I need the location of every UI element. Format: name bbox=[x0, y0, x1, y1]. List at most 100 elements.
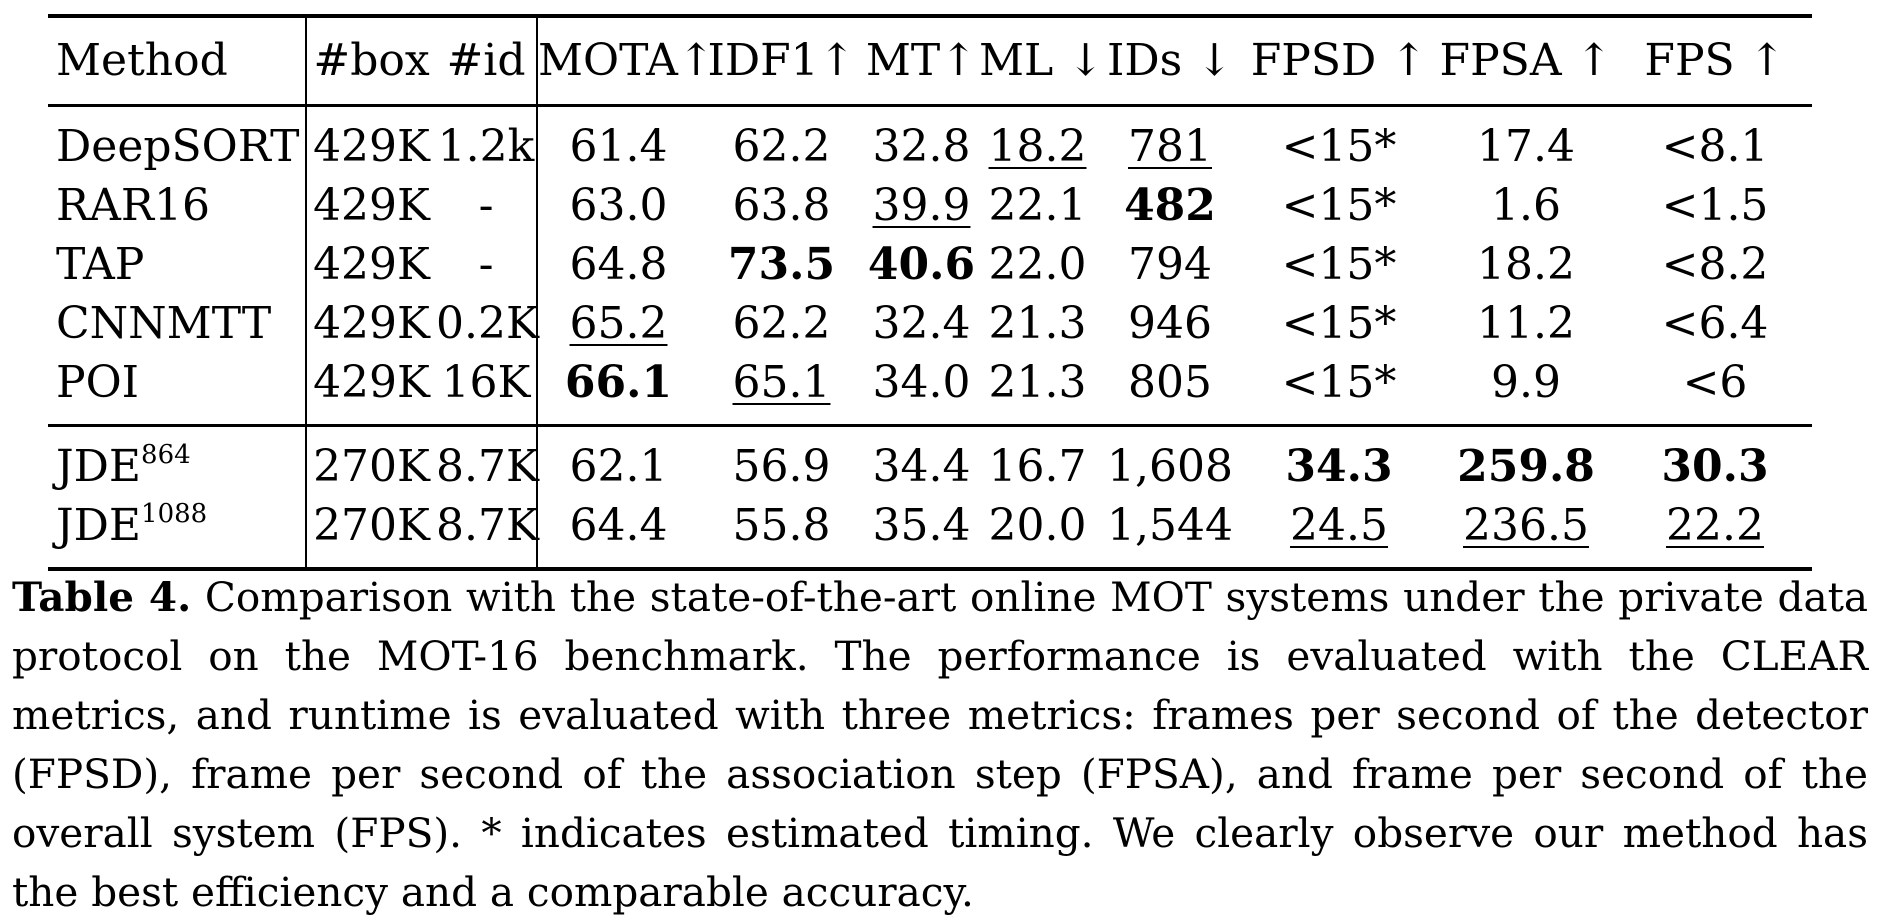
cell-value: 22.1 bbox=[988, 180, 1087, 231]
cell-id: - bbox=[436, 235, 538, 294]
cell-value: 16K bbox=[441, 357, 531, 408]
table-row: POI 429K 16K 66.1 65.1 34.0 21.3 805 <15* 9.9 <6 bbox=[48, 353, 1812, 424]
cell-fpsd: <15* bbox=[1244, 235, 1434, 294]
cell-value: 429K bbox=[313, 298, 430, 349]
cell-value: <8.2 bbox=[1661, 239, 1769, 290]
cell-fpsa: 9.9 bbox=[1434, 353, 1618, 424]
table-row: TAP 429K - 64.8 73.5 40.6 22.0 794 <15* 18.2 <8.2 bbox=[48, 235, 1812, 294]
cell-fpsd: <15* bbox=[1244, 176, 1434, 235]
cell-box: 429K bbox=[306, 176, 436, 235]
cell-ml: 21.3 bbox=[979, 294, 1096, 353]
cell-value: 270K bbox=[313, 441, 430, 492]
cell-ml: 22.1 bbox=[979, 176, 1096, 235]
cell-value: 40.6 bbox=[867, 239, 976, 290]
cell-value: 64.4 bbox=[569, 500, 668, 551]
cell-value: 18.2 bbox=[1477, 239, 1575, 290]
header-fps: FPS ↑ bbox=[1644, 35, 1786, 86]
cell-box: 429K bbox=[306, 235, 436, 294]
cell-idf1: 73.5 bbox=[699, 235, 864, 294]
cell-value: - bbox=[478, 239, 494, 290]
cell-ids: 1,608 bbox=[1096, 427, 1244, 496]
cell-value: 63.8 bbox=[732, 180, 831, 231]
cell-value: 62.1 bbox=[569, 441, 668, 492]
cell-value: 20.0 bbox=[988, 500, 1087, 551]
cell-value: <15* bbox=[1281, 121, 1397, 172]
cell-value: 17.4 bbox=[1477, 121, 1575, 172]
cell-mt: 35.4 bbox=[864, 496, 979, 567]
cell-value: 56.9 bbox=[732, 441, 831, 492]
cell-value: 1.2k bbox=[437, 121, 535, 172]
cell-value: JDE bbox=[56, 500, 142, 551]
cell-ids: 946 bbox=[1096, 294, 1244, 353]
cell-box: 270K bbox=[306, 427, 436, 496]
cell-mt: 32.4 bbox=[864, 294, 979, 353]
group-separator-rule bbox=[48, 424, 1812, 427]
cell-fpsd: <15* bbox=[1244, 294, 1434, 353]
cell-value: 22.2 bbox=[1666, 500, 1764, 551]
cell-value: <15* bbox=[1281, 357, 1397, 408]
cell-value: JDE bbox=[56, 441, 142, 492]
cell-value: <6.4 bbox=[1661, 298, 1769, 349]
cell-value: 62.2 bbox=[732, 298, 831, 349]
header-method: Method bbox=[48, 18, 307, 104]
header-fpsa: FPSA ↑ bbox=[1439, 35, 1613, 86]
cell-value: <1.5 bbox=[1661, 180, 1769, 231]
cell-mota: 62.1 bbox=[537, 427, 699, 496]
cell-fps: <1.5 bbox=[1618, 176, 1812, 235]
cell-value: 1,544 bbox=[1107, 500, 1233, 551]
cell-value: TAP bbox=[56, 239, 145, 290]
header-rule bbox=[48, 104, 1812, 107]
cell-value: <15* bbox=[1281, 180, 1397, 231]
cell-fpsd: <15* bbox=[1244, 107, 1434, 176]
results-table-group2: JDE864 270K 8.7K 62.1 56.9 34.4 16.7 1,608 34.3 2… bbox=[48, 427, 1812, 567]
bottom-rule bbox=[48, 567, 1812, 571]
cell-idf1: 55.8 bbox=[699, 496, 864, 567]
header-idf1: IDF1↑ bbox=[707, 35, 856, 86]
cell-mt: 34.0 bbox=[864, 353, 979, 424]
cell-fpsd: 24.5 bbox=[1244, 496, 1434, 567]
cell-value: 9.9 bbox=[1491, 357, 1561, 408]
cell-fps: <8.2 bbox=[1618, 235, 1812, 294]
table-row: CNNMTT 429K 0.2K 65.2 62.2 32.4 21.3 946 <15* 11.… bbox=[48, 294, 1812, 353]
cell-ids: 781 bbox=[1096, 107, 1244, 176]
cell-mota: 64.8 bbox=[537, 235, 699, 294]
cell-value: 429K bbox=[313, 121, 430, 172]
cell-value: 1,608 bbox=[1107, 441, 1233, 492]
cell-value: 429K bbox=[313, 180, 430, 231]
cell-id: 8.7K bbox=[436, 496, 539, 567]
cell-method: TAP bbox=[48, 235, 307, 294]
cell-id: 0.2K bbox=[436, 294, 539, 353]
table-caption: Table 4. Comparison with the state-of-th… bbox=[12, 568, 1868, 922]
cell-fps: <6.4 bbox=[1618, 294, 1812, 353]
cell-value: 805 bbox=[1128, 357, 1212, 408]
cell-value: 63.0 bbox=[569, 180, 668, 231]
cell-value: - bbox=[478, 180, 494, 231]
cell-value: 270K bbox=[313, 500, 430, 551]
cell-value: 236.5 bbox=[1463, 500, 1589, 551]
cell-value: 34.0 bbox=[872, 357, 971, 408]
cell-mota: 63.0 bbox=[537, 176, 699, 235]
cell-box: 429K bbox=[306, 107, 436, 176]
cell-ml: 21.3 bbox=[979, 353, 1096, 424]
cell-value: 34.4 bbox=[872, 441, 971, 492]
cell-value: 32.4 bbox=[872, 298, 971, 349]
cell-method: DeepSORT bbox=[48, 107, 307, 176]
cell-value: 64.8 bbox=[569, 239, 668, 290]
cell-fps: 30.3 bbox=[1618, 427, 1812, 496]
cell-value: 781 bbox=[1128, 121, 1212, 172]
cell-value: 61.4 bbox=[569, 121, 668, 172]
cell-value: RAR16 bbox=[56, 180, 211, 231]
cell-ml: 22.0 bbox=[979, 235, 1096, 294]
cell-idf1: 56.9 bbox=[699, 427, 864, 496]
results-table-group1: DeepSORT 429K 1.2k 61.4 62.2 32.8 18.2 781 <15* 1… bbox=[48, 107, 1813, 424]
caption-text: Comparison with the state-of-the-art onl… bbox=[12, 573, 1869, 916]
cell-value: <6 bbox=[1682, 357, 1748, 408]
cell-value: POI bbox=[56, 357, 140, 408]
cell-fpsd: <15* bbox=[1244, 353, 1434, 424]
cell-value: 429K bbox=[313, 357, 430, 408]
cell-mt: 39.9 bbox=[864, 176, 979, 235]
cell-value: 1.6 bbox=[1491, 180, 1561, 231]
cell-value: 35.4 bbox=[872, 500, 971, 551]
cell-value: <15* bbox=[1281, 239, 1397, 290]
caption-label: Table 4. bbox=[12, 573, 192, 621]
